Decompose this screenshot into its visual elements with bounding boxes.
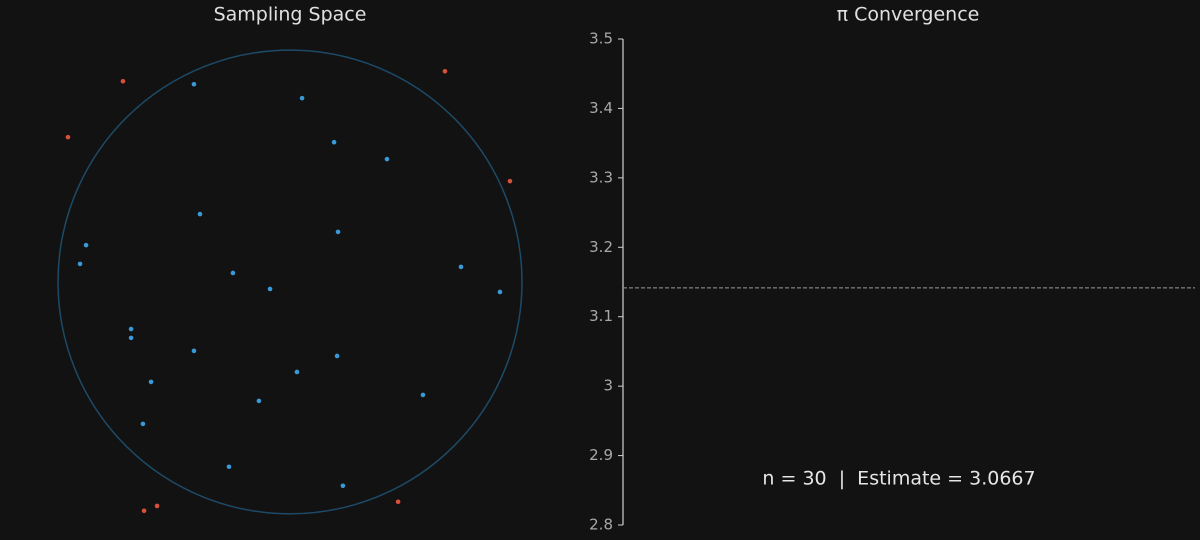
y-tick-label: 3.5	[589, 30, 613, 48]
sample-point	[141, 508, 147, 514]
y-tick-label: 2.8	[589, 516, 613, 534]
sample-point	[140, 421, 146, 427]
y-tick-label: 3.4	[589, 99, 613, 117]
chart-title: Sampling Space	[214, 4, 367, 26]
sample-point	[77, 261, 83, 267]
sample-point	[299, 95, 305, 101]
sample-point	[294, 369, 300, 375]
sample-point	[334, 353, 340, 359]
sample-point	[191, 348, 197, 354]
y-tick-label: 3.2	[589, 238, 613, 256]
sample-point	[128, 335, 134, 341]
sample-point	[340, 483, 346, 489]
sample-point	[384, 156, 390, 162]
sample-point	[458, 264, 464, 270]
sample-point	[331, 139, 337, 145]
sample-point	[256, 398, 262, 404]
sample-point	[395, 499, 401, 505]
y-tick-label: 3.1	[589, 307, 613, 325]
sample-point	[154, 503, 160, 509]
sample-point	[507, 178, 513, 184]
annotation: n = 30 | Estimate = 3.0667	[762, 468, 1035, 490]
sample-point	[230, 270, 236, 276]
unit-circle	[57, 49, 523, 515]
sample-point	[83, 242, 89, 248]
sample-point	[128, 326, 134, 332]
sample-point	[335, 229, 341, 235]
sample-point	[267, 286, 273, 292]
sample-point	[226, 464, 232, 470]
y-tick-label: 3	[603, 377, 613, 395]
y-tick-label: 3.3	[589, 168, 613, 186]
sample-point	[420, 392, 426, 398]
y-tick-label: 2.9	[589, 446, 613, 464]
sample-point	[197, 211, 203, 217]
chart-title: π Convergence	[837, 4, 980, 26]
sample-point	[148, 379, 154, 385]
sample-point	[65, 134, 71, 140]
sample-point	[497, 289, 503, 295]
sample-point	[191, 81, 197, 87]
sample-point	[442, 68, 448, 74]
sample-point	[120, 78, 126, 84]
